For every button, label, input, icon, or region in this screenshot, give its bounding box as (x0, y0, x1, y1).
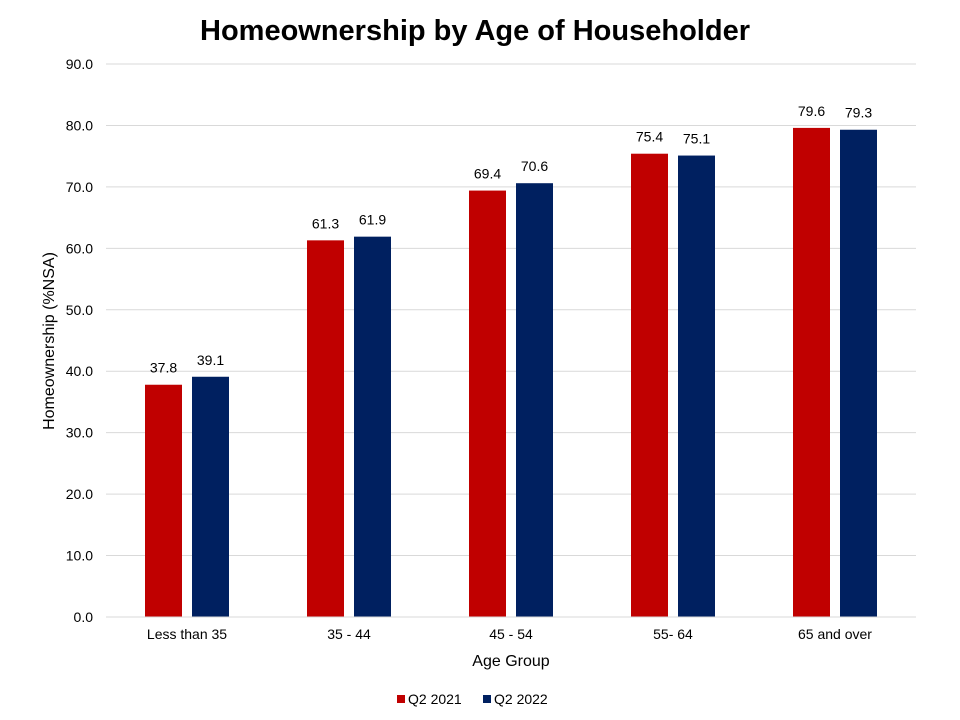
data-labels: 37.8 39.1 61.3 61.9 69.4 70.6 75.4 75.1 79.6 79.3 (150, 103, 872, 376)
legend-label: Q2 2021 (408, 691, 462, 707)
bar (145, 384, 182, 617)
x-tick-label: Less than 35 (147, 626, 227, 642)
x-tick-label: 65 and over (798, 626, 872, 642)
data-label: 69.4 (474, 166, 501, 182)
bar (192, 376, 229, 617)
data-label: 61.9 (359, 212, 386, 228)
x-tick-label: 45 - 54 (489, 626, 533, 642)
y-tick-label: 60.0 (66, 240, 93, 256)
y-tick-label: 70.0 (66, 179, 93, 195)
bar (469, 190, 506, 617)
y-tick-label: 20.0 (66, 486, 93, 502)
y-axis-tick-labels: 0.0 10.0 20.0 30.0 40.0 50.0 60.0 70.0 80.0 90.0 (66, 56, 93, 625)
legend-label: Q2 2022 (494, 691, 548, 707)
bar (631, 153, 668, 617)
data-label: 75.1 (683, 131, 710, 147)
legend: Q2 2021 Q2 2022 (397, 691, 548, 707)
bar (840, 129, 877, 618)
y-tick-label: 40.0 (66, 363, 93, 379)
y-tick-label: 30.0 (66, 425, 93, 441)
x-tick-label: 55- 64 (653, 626, 693, 642)
y-tick-label: 0.0 (74, 609, 94, 625)
y-tick-label: 90.0 (66, 56, 93, 72)
y-axis-label: Homeownership (%NSA) (41, 252, 58, 430)
legend-swatch (397, 695, 405, 703)
bars (145, 127, 877, 618)
bar (516, 183, 553, 618)
x-axis-label: Age Group (472, 653, 549, 670)
data-label: 79.6 (798, 103, 825, 119)
data-label: 75.4 (636, 129, 663, 145)
legend-swatch (483, 695, 491, 703)
bar (307, 240, 344, 617)
gridlines (106, 63, 916, 557)
x-tick-label: 35 - 44 (327, 626, 371, 642)
data-label: 79.3 (845, 105, 872, 121)
chart-title: Homeownership by Age of Householder (200, 15, 750, 47)
data-label: 61.3 (312, 215, 339, 231)
bar (793, 127, 830, 617)
data-label: 70.6 (521, 158, 548, 174)
y-tick-label: 10.0 (66, 548, 93, 564)
x-axis-tick-labels: Less than 35 35 - 44 45 - 54 55- 64 65 and o… (147, 626, 872, 642)
data-label: 37.8 (150, 360, 177, 376)
y-tick-label: 80.0 (66, 117, 93, 133)
bar (354, 236, 391, 618)
y-tick-label: 50.0 (66, 302, 93, 318)
bar (678, 155, 715, 617)
data-label: 39.1 (197, 352, 224, 368)
